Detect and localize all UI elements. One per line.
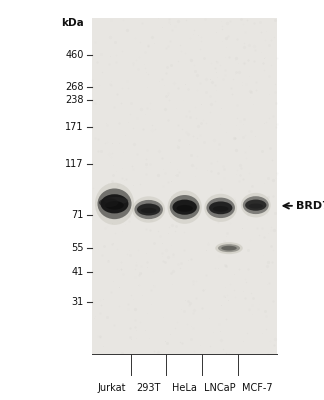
Text: 31: 31 [72,297,84,307]
Ellipse shape [209,202,232,214]
Ellipse shape [105,201,124,210]
Ellipse shape [215,242,243,254]
Text: BRD7: BRD7 [296,201,324,211]
Text: LNCaP: LNCaP [204,383,236,393]
Ellipse shape [204,194,237,222]
Ellipse shape [177,205,193,212]
Ellipse shape [172,200,197,215]
Ellipse shape [137,204,160,216]
Ellipse shape [132,196,165,223]
Ellipse shape [95,183,134,225]
Ellipse shape [99,198,118,207]
Text: 238: 238 [65,95,84,105]
Bar [92,18,277,354]
Ellipse shape [241,193,271,218]
Text: HeLa: HeLa [172,383,197,393]
Ellipse shape [218,244,240,252]
Ellipse shape [100,194,128,214]
Ellipse shape [213,206,228,212]
Ellipse shape [134,200,163,219]
Ellipse shape [221,246,237,250]
Text: 71: 71 [72,210,84,220]
Ellipse shape [249,204,263,208]
Ellipse shape [170,195,200,219]
Ellipse shape [168,190,202,224]
Text: 268: 268 [65,82,84,92]
Text: MCF-7: MCF-7 [242,383,273,393]
Text: 171: 171 [65,122,84,132]
Ellipse shape [243,196,269,214]
Text: 41: 41 [72,267,84,277]
Ellipse shape [141,208,156,213]
Ellipse shape [98,188,132,219]
Text: 117: 117 [65,159,84,169]
Text: 55: 55 [71,243,84,253]
Ellipse shape [104,197,128,204]
Text: 460: 460 [65,50,84,60]
Text: 293T: 293T [136,383,161,393]
Text: kDa: kDa [61,18,84,28]
Ellipse shape [206,198,235,218]
Ellipse shape [245,200,266,211]
Text: Jurkat: Jurkat [98,383,126,393]
